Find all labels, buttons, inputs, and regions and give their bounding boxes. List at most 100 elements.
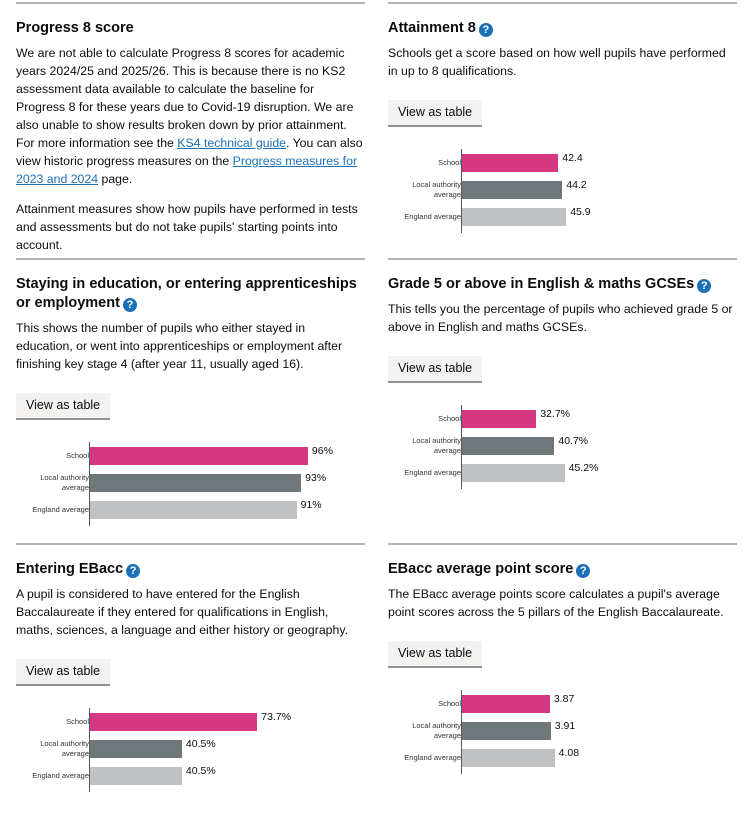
- bar-value: 45.9: [570, 206, 591, 218]
- bar-label: England average: [404, 468, 461, 477]
- bar-value: 40.5%: [185, 765, 216, 777]
- bar-label: School: [438, 699, 461, 708]
- title-text: Attainment 8: [388, 20, 476, 36]
- text: We are not able to calculate Progress 8 …: [16, 46, 354, 150]
- chart-row-la: Local authority average 40.5%: [16, 738, 365, 758]
- attainment8-section: Attainment 8? Schools get a score based …: [388, 2, 737, 258]
- chart-axis: [89, 708, 90, 792]
- chart-axis: [89, 442, 90, 526]
- progress8-description: We are not able to calculate Progress 8 …: [16, 44, 365, 188]
- chart-row-school: School 32.7%: [388, 408, 737, 428]
- bar-school: [462, 154, 559, 172]
- help-icon[interactable]: ?: [122, 298, 137, 312]
- bar-label: Local authority average: [412, 436, 461, 455]
- staying-section: Staying in education, or entering appren…: [16, 258, 365, 543]
- help-icon[interactable]: ?: [697, 279, 712, 293]
- bar-label: Local authority average: [412, 721, 461, 740]
- chart-axis: [461, 405, 462, 489]
- bar-school: [90, 447, 308, 465]
- bar-la: [462, 722, 551, 740]
- bar-value: 40.7%: [558, 435, 589, 447]
- progress-measures-link[interactable]: Progress measures for 2023 and 2024: [16, 154, 358, 186]
- chart-row-england: England average 45.2%: [388, 462, 737, 482]
- chart-axis: [461, 690, 462, 774]
- help-icon[interactable]: ?: [478, 23, 493, 37]
- ebacc-aps-section: EBacc average point score? The EBacc ave…: [388, 543, 737, 835]
- chart-row-school: School 42.4: [388, 152, 737, 172]
- bar-label: Local authority average: [40, 473, 89, 492]
- bar-label: School: [438, 158, 461, 167]
- bar-label: School: [66, 717, 89, 726]
- section-description: This tells you the percentage of pupils …: [388, 302, 733, 334]
- bar-label: Local authority average: [412, 180, 461, 199]
- bar-value: 32.7%: [540, 408, 570, 420]
- section-description: A pupil is considered to have entered fo…: [16, 587, 348, 637]
- bar-label: England average: [32, 771, 89, 780]
- chart-row-england: England average 40.5%: [16, 765, 365, 785]
- bar-value: 42.4: [562, 152, 583, 164]
- chart-axis: [461, 149, 462, 233]
- chart-row-school: School 73.7%: [16, 711, 365, 731]
- title-text: Entering EBacc: [16, 561, 124, 577]
- chart-row-england: England average 4.08: [388, 747, 737, 767]
- bar-school: [462, 410, 537, 428]
- bar-value: 4.08: [558, 747, 580, 759]
- ks4-guide-link[interactable]: KS4 technical guide: [177, 136, 286, 150]
- bar-england: [462, 749, 555, 767]
- bar-label: School: [438, 414, 461, 423]
- view-as-table-button[interactable]: View as table: [16, 393, 111, 418]
- view-as-table-button[interactable]: View as table: [388, 356, 483, 381]
- bar-chart: School 96% Local authority average 93% E…: [16, 442, 365, 526]
- bar-school: [462, 695, 550, 713]
- section-description: Schools get a score based on how well pu…: [388, 46, 726, 78]
- bar-school: [90, 713, 258, 731]
- view-as-table-button[interactable]: View as table: [388, 641, 483, 666]
- bar-value: 40.5%: [185, 738, 216, 750]
- help-icon[interactable]: ?: [126, 564, 141, 578]
- bar-la: [90, 740, 182, 758]
- title-text: Grade 5 or above in English & maths GCSE…: [388, 276, 695, 292]
- bar-england: [462, 464, 565, 482]
- chart-row-england: England average 91%: [16, 499, 365, 519]
- help-icon[interactable]: ?: [576, 564, 591, 578]
- chart-row-school: School 3.87: [388, 693, 737, 713]
- bar-england: [90, 501, 297, 519]
- bar-chart: School 32.7% Local authority average 40.…: [388, 405, 737, 489]
- bar-chart: School 73.7% Local authority average 40.…: [16, 708, 365, 792]
- section-title: Progress 8 score: [16, 20, 134, 36]
- bar-la: [462, 181, 563, 199]
- chart-row-la: Local authority average 44.2: [388, 179, 737, 199]
- bar-value: 3.91: [554, 720, 576, 732]
- bar-label: England average: [32, 505, 89, 514]
- section-description: The EBacc average points score calculate…: [388, 587, 724, 619]
- bar-label: England average: [404, 753, 461, 762]
- text: . You can also view historic progress me…: [16, 136, 363, 168]
- bar-value: 3.87: [553, 693, 575, 705]
- bar-label: England average: [404, 212, 461, 221]
- grade5-section: Grade 5 or above in English & maths GCSE…: [388, 258, 737, 543]
- section-title: Staying in education, or entering appren…: [16, 275, 365, 313]
- bar-la: [462, 437, 555, 455]
- bar-value: 93%: [305, 472, 327, 484]
- chart-row-school: School 96%: [16, 445, 365, 465]
- view-as-table-button[interactable]: View as table: [388, 100, 483, 125]
- bar-value: 45.2%: [568, 462, 599, 474]
- bar-value: 73.7%: [261, 711, 292, 723]
- section-title: EBacc average point score?: [388, 560, 737, 579]
- bar-england: [90, 767, 182, 785]
- bar-chart: School 42.4 Local authority average 44.2…: [388, 149, 737, 233]
- bar-chart: School 3.87 Local authority average 3.91…: [388, 690, 737, 774]
- chart-row-la: Local authority average 40.7%: [388, 435, 737, 455]
- ebacc-entry-section: Entering EBacc? A pupil is considered to…: [16, 543, 365, 835]
- text: page.: [98, 172, 133, 186]
- bar-england: [462, 208, 567, 226]
- bar-label: Local authority average: [40, 739, 89, 758]
- chart-row-la: Local authority average 3.91: [388, 720, 737, 740]
- section-title: Entering EBacc?: [16, 560, 365, 579]
- view-as-table-button[interactable]: View as table: [16, 659, 111, 684]
- bar-value: 96%: [311, 445, 333, 457]
- bar-label: School: [66, 451, 89, 460]
- bar-value: 44.2: [566, 179, 587, 191]
- section-title: Grade 5 or above in English & maths GCSE…: [388, 275, 737, 294]
- progress8-section: Progress 8 score We are not able to calc…: [16, 2, 365, 258]
